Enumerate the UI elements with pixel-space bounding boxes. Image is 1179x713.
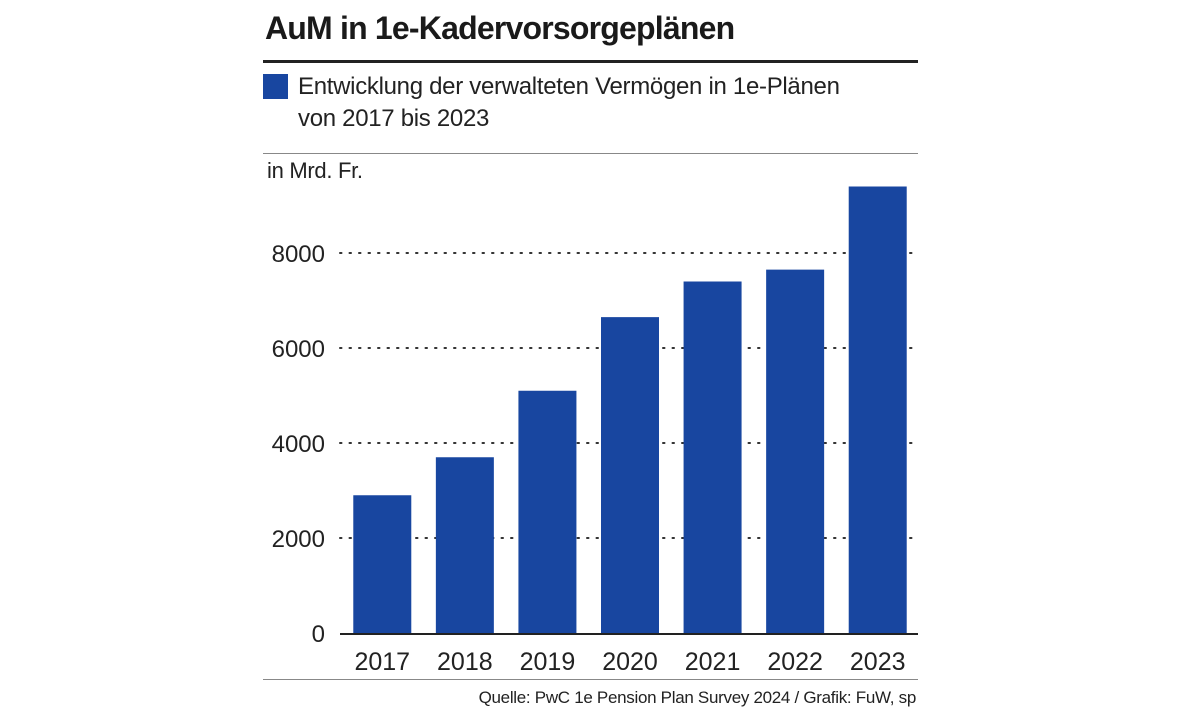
x-tick-label-2023: 2023 xyxy=(850,648,906,676)
x-tick-label-2020: 2020 xyxy=(602,648,658,676)
bar-2022 xyxy=(766,269,825,633)
subtitle-rule xyxy=(263,153,918,154)
bar-2018 xyxy=(435,457,494,633)
source-note: Quelle: PwC 1e Pension Plan Survey 2024 … xyxy=(478,688,917,707)
bar-2019 xyxy=(518,390,577,633)
x-tick-label-2019: 2019 xyxy=(520,648,576,676)
bar-2017 xyxy=(353,495,412,633)
x-tick-label-2017: 2017 xyxy=(354,648,410,676)
bar-2023 xyxy=(848,186,907,633)
legend-line-1: Entwicklung der verwalteten Vermögen in … xyxy=(298,73,840,100)
source-rule xyxy=(263,679,918,680)
y-tick-label-0: 0 xyxy=(312,621,325,648)
y-tick-label-6000: 6000 xyxy=(272,336,325,363)
bar-2020 xyxy=(601,317,659,633)
legend-line-2: von 2017 bis 2023 xyxy=(298,105,490,132)
y-tick-label-8000: 8000 xyxy=(272,241,325,268)
chart-title: AuM in 1e-Kadervorsorgeplänen xyxy=(265,10,735,46)
y-tick-label-4000: 4000 xyxy=(272,431,325,458)
y-tick-label-2000: 2000 xyxy=(272,526,325,553)
x-tick-label-2018: 2018 xyxy=(437,648,493,676)
y-axis-unit-label: in Mrd. Fr. xyxy=(267,158,363,183)
legend-text: Entwicklung der verwalteten Vermögen in … xyxy=(298,71,898,135)
x-tick-label-2022: 2022 xyxy=(767,648,823,676)
x-tick-label-2021: 2021 xyxy=(685,648,741,676)
bar-2021 xyxy=(683,281,742,633)
title-rule xyxy=(263,60,918,63)
legend-swatch xyxy=(263,74,288,99)
